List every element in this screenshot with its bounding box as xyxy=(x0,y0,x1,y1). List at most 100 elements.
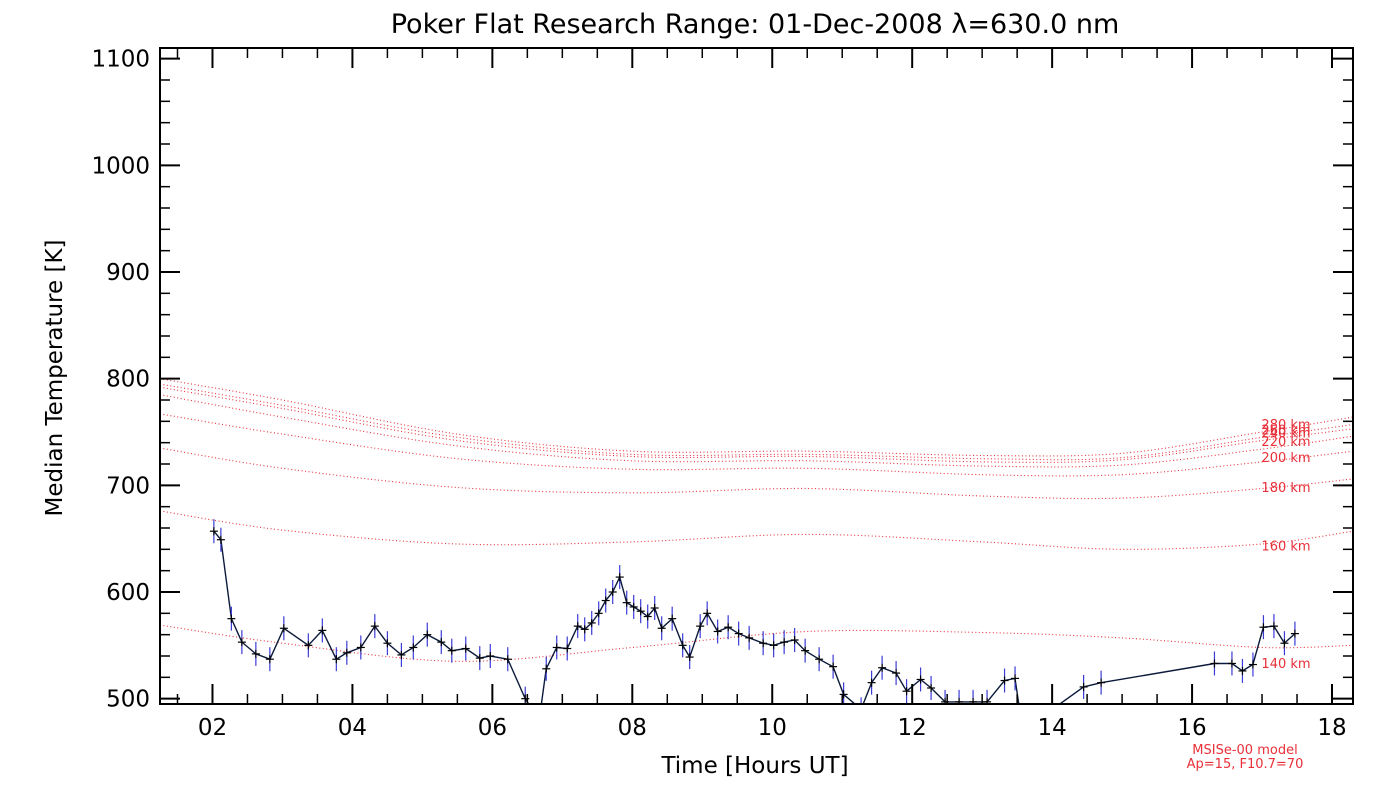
data-point xyxy=(552,635,561,660)
data-point xyxy=(724,615,733,640)
data-point xyxy=(685,645,694,670)
axes: 500 600 700 800 900 1000 1100 02 04 06 08 10 12 14 16 1… xyxy=(91,47,1354,741)
data-point xyxy=(237,630,246,655)
data-point xyxy=(279,616,288,641)
data-point xyxy=(927,676,936,700)
model-curve-140-km xyxy=(160,624,1353,662)
data-point xyxy=(1280,631,1289,656)
data-point xyxy=(397,642,406,667)
data-point xyxy=(892,661,901,686)
data-point xyxy=(657,616,666,641)
model-curve-240-km xyxy=(160,386,1353,463)
data-point xyxy=(769,633,778,658)
data-point xyxy=(955,689,964,704)
data-point xyxy=(251,641,260,666)
data-point xyxy=(370,614,379,639)
data-point xyxy=(209,519,218,544)
data-point xyxy=(475,646,484,671)
data-point xyxy=(587,610,596,635)
data-point xyxy=(216,527,225,552)
model-curve-200-km xyxy=(160,413,1353,477)
data-point xyxy=(969,689,978,704)
y-tick-label: 900 xyxy=(106,260,150,286)
data-point xyxy=(615,565,624,590)
data-point xyxy=(815,647,824,672)
x-axis-title: Time [Hours UT] xyxy=(660,753,848,779)
x-tick-label: 18 xyxy=(1317,715,1346,741)
data-point xyxy=(629,594,638,619)
model-curve-label: 200 km xyxy=(1261,451,1310,466)
data-point xyxy=(860,697,862,704)
data-point xyxy=(227,606,236,631)
model-curve-label: 140 km xyxy=(1261,657,1310,672)
data-point xyxy=(356,635,365,660)
data-point xyxy=(622,590,631,615)
data-point xyxy=(1248,652,1257,677)
data-point xyxy=(304,633,313,658)
y-tick-label: 1000 xyxy=(91,153,150,179)
data-point xyxy=(535,708,543,732)
data-point xyxy=(1269,614,1278,639)
model-curve-280-km xyxy=(160,378,1353,457)
x-tick-label: 16 xyxy=(1177,715,1206,741)
x-tick-label: 04 xyxy=(338,715,367,741)
x-tick-label: 14 xyxy=(1037,715,1066,741)
data-point xyxy=(594,601,603,626)
data-point xyxy=(668,606,677,631)
data-point xyxy=(265,647,274,672)
data-point xyxy=(983,689,992,704)
data-point xyxy=(759,631,768,656)
data-point xyxy=(542,656,551,681)
data-point xyxy=(1011,666,1020,691)
data-point xyxy=(383,631,392,656)
x-tick-label: 10 xyxy=(758,715,787,741)
data-point xyxy=(713,619,722,644)
chart-title: Poker Flat Research Range: 01-Dec-2008 λ… xyxy=(391,9,1120,40)
model-curve-label: 240 km xyxy=(1261,427,1310,442)
model-curve-260-km xyxy=(160,383,1353,461)
data-point xyxy=(801,638,810,663)
model-curve-label: 220 km xyxy=(1261,435,1310,450)
data-point xyxy=(650,596,659,620)
data-point xyxy=(790,628,799,652)
data-point xyxy=(563,636,572,661)
data-point xyxy=(636,599,645,624)
x-tick-label: 02 xyxy=(198,715,227,741)
data-point xyxy=(1019,719,1027,743)
data-point xyxy=(573,614,582,639)
y-tick-label: 800 xyxy=(106,367,150,393)
model-curve-160-km xyxy=(160,510,1353,550)
data-point xyxy=(409,635,418,660)
data-point xyxy=(342,640,351,665)
y-tick-label: 700 xyxy=(106,473,150,499)
data-point xyxy=(437,630,446,655)
data-point xyxy=(503,647,512,672)
model-note-line-2: Ap=15, F10.7=70 xyxy=(1187,757,1304,772)
data-point xyxy=(916,667,925,692)
x-tick-label: 06 xyxy=(478,715,507,741)
data-point xyxy=(734,621,743,646)
measured-line xyxy=(213,530,1296,704)
model-curve-label: 260 km xyxy=(1261,423,1310,438)
data-point xyxy=(703,601,712,626)
data-point xyxy=(1227,651,1236,676)
model-curve-label: 280 km xyxy=(1261,418,1310,433)
data-point xyxy=(1290,621,1299,646)
data-point xyxy=(878,655,887,680)
data-point xyxy=(1259,615,1268,640)
data-point xyxy=(608,580,617,604)
data-point xyxy=(780,630,789,655)
data-point xyxy=(601,588,610,613)
data-point xyxy=(486,644,495,668)
model-curve-220-km xyxy=(160,394,1353,468)
data-point xyxy=(867,670,876,695)
y-tick-label: 500 xyxy=(106,687,150,713)
data-point xyxy=(1000,668,1009,693)
data-point xyxy=(902,679,911,704)
model-curve-180-km xyxy=(160,447,1353,500)
data-point xyxy=(1238,658,1247,683)
data-point xyxy=(696,614,705,639)
data-point xyxy=(1079,674,1088,699)
model-curve-label: 160 km xyxy=(1261,540,1310,555)
